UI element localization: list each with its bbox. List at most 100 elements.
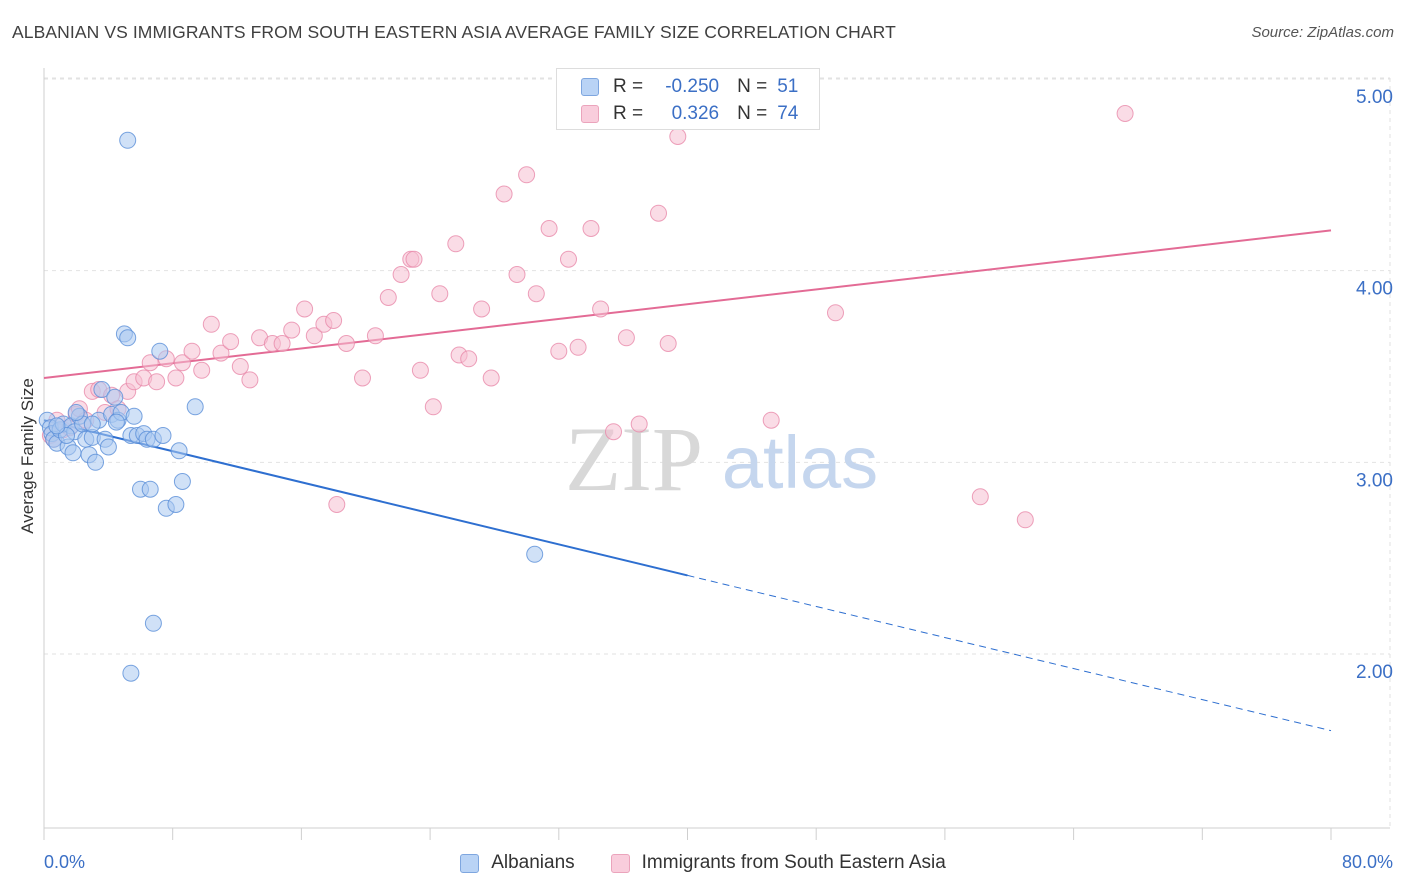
immigrants-point <box>167 369 185 387</box>
immigrants-point <box>141 354 159 372</box>
immigrants-point <box>518 166 536 184</box>
grid-lines <box>44 77 1391 828</box>
immigrants-point <box>328 496 346 513</box>
albanians-point <box>141 480 159 498</box>
immigrants-point <box>460 350 478 368</box>
blue-swatch <box>460 853 480 873</box>
immigrants-point <box>424 398 442 416</box>
immigrants-point <box>354 369 371 387</box>
immigrants-point <box>241 371 259 389</box>
watermark: ZIP atlas <box>565 408 878 510</box>
albanians-point <box>526 545 544 563</box>
albanians-point <box>186 398 204 416</box>
albanians-point <box>154 427 172 444</box>
immigrants-point <box>1016 511 1034 529</box>
albanians-point <box>106 388 124 406</box>
stats-row-immigrants: R = 0.326 N = 74 <box>581 100 798 128</box>
immigrants-point <box>605 423 622 441</box>
y-axis-label: Average Family Size <box>18 378 37 534</box>
immigrants-point <box>540 220 558 237</box>
immigrants-point <box>762 411 780 429</box>
immigrants-point <box>231 358 249 375</box>
n-label: N = <box>737 103 768 124</box>
immigrants-point <box>495 185 513 203</box>
blue-swatch <box>581 78 599 96</box>
series-legend: Albanians Immigrants from South Eastern … <box>0 848 1406 878</box>
immigrants-point <box>650 204 667 222</box>
immigrants-point <box>527 285 545 303</box>
y-tick-labels: 2.00 3.00 4.00 5.00 <box>1356 87 1393 683</box>
immigrants-point <box>508 266 526 283</box>
stats-row-albanians: R = -0.250 N = 51 <box>581 73 798 101</box>
albanians-point <box>67 404 85 421</box>
albanians-point <box>119 329 137 347</box>
immigrants-point <box>592 300 610 318</box>
immigrants-point <box>617 329 635 347</box>
immigrants-point <box>447 235 465 253</box>
immigrants-point <box>283 321 301 339</box>
immigrants-point <box>337 335 355 352</box>
immigrants-point <box>148 373 166 391</box>
albanians-point <box>167 496 185 513</box>
n-value: 51 <box>777 76 799 97</box>
r-label: R = <box>613 103 644 124</box>
immigrants-point <box>550 342 568 360</box>
r-label: R = <box>613 76 644 97</box>
albanians-point <box>173 473 191 490</box>
albanians-point <box>151 342 169 360</box>
y-tick-label: 5.00 <box>1356 87 1393 108</box>
albanians-point <box>87 453 104 471</box>
immigrants-point <box>630 415 648 433</box>
x-tick-label-max: 80.0% <box>1341 852 1393 872</box>
chart-title: ALBANIAN VS IMMIGRANTS FROM SOUTH EASTER… <box>12 22 896 42</box>
legend-label-albanians: Albanians <box>491 852 575 873</box>
albanians-point <box>99 438 117 456</box>
immigrants-point <box>366 327 384 345</box>
n-value: 74 <box>777 103 799 124</box>
immigrants-point <box>379 289 397 306</box>
immigrants-point <box>482 369 500 387</box>
axes <box>43 68 1390 840</box>
immigrants-point <box>569 338 587 356</box>
immigrants-point <box>1116 105 1134 122</box>
immigrants-point <box>183 342 201 360</box>
albanians-point <box>144 614 162 632</box>
immigrants-point <box>827 304 844 322</box>
watermark-atlas: atlas <box>722 421 878 504</box>
source-label: Source: ZipAtlas.com <box>1251 24 1394 41</box>
immigrants-point <box>669 128 687 145</box>
immigrants-point <box>582 220 600 237</box>
immigrants-trend-line <box>43 229 1332 379</box>
y-tick-label: 2.00 <box>1356 662 1393 683</box>
r-value: 0.326 <box>671 103 720 124</box>
immigrants-point <box>560 250 577 268</box>
albanians-point <box>170 442 188 460</box>
immigrants-point <box>296 300 314 318</box>
legend-item-albanians[interactable]: Albanians <box>460 852 575 874</box>
immigrants-point <box>202 315 220 333</box>
immigrants-point <box>473 300 491 318</box>
immigrants-point <box>173 354 191 372</box>
immigrants-point <box>325 312 343 329</box>
immigrants-point <box>392 266 410 283</box>
immigrants-point <box>431 285 449 303</box>
legend-item-immigrants[interactable]: Immigrants from South Eastern Asia <box>610 852 946 874</box>
albanians-point <box>83 415 101 433</box>
albanians-point <box>122 664 140 682</box>
pink-swatch <box>610 853 630 873</box>
immigrants-point <box>222 333 240 351</box>
albanians-point <box>48 417 66 435</box>
immigrants-point <box>212 344 230 362</box>
r-value: -0.250 <box>665 76 720 97</box>
immigrants-point <box>659 335 677 352</box>
immigrants-point <box>411 361 429 379</box>
immigrants-point <box>405 250 423 268</box>
x-tick-label-min: 0.0% <box>44 852 86 872</box>
legend-label-immigrants: Immigrants from South Eastern Asia <box>641 852 946 873</box>
albanians-trend-extension <box>687 574 1332 732</box>
y-tick-label: 4.00 <box>1356 279 1393 300</box>
albanians-point <box>125 407 143 425</box>
albanians-point <box>119 131 137 149</box>
immigrants-point <box>273 335 291 352</box>
